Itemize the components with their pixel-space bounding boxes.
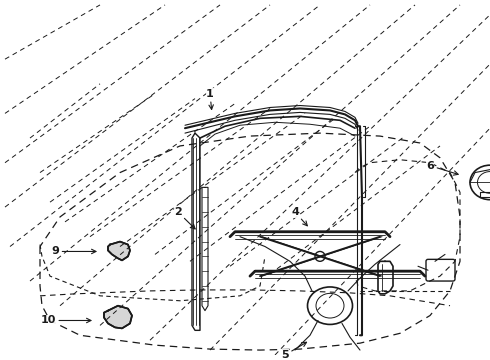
Text: 4: 4 <box>291 207 307 226</box>
Polygon shape <box>108 242 130 260</box>
Text: 1: 1 <box>206 89 214 109</box>
Polygon shape <box>104 306 132 328</box>
Text: 3: 3 <box>0 359 1 360</box>
Text: 7: 7 <box>0 359 1 360</box>
Text: 8: 8 <box>0 359 1 360</box>
Text: 6: 6 <box>426 161 458 175</box>
Text: 10: 10 <box>40 315 91 325</box>
Text: 2: 2 <box>174 207 195 229</box>
Text: 5: 5 <box>281 342 307 360</box>
Text: 9: 9 <box>51 247 96 256</box>
